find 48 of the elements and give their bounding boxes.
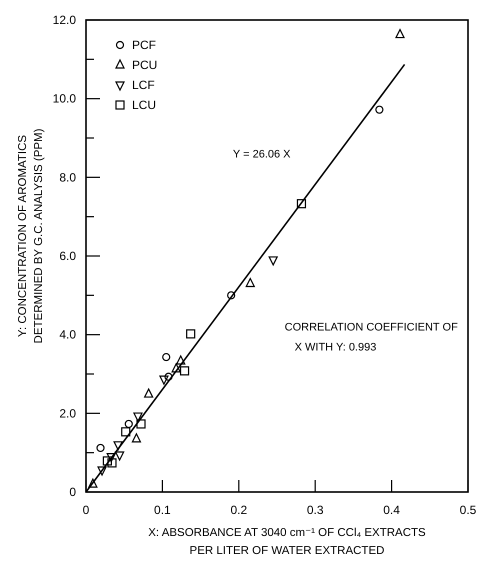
point: [133, 412, 143, 422]
point: [124, 420, 133, 428]
point: [176, 355, 186, 365]
x-tick-label: 0.4: [383, 503, 400, 517]
y-tick-label: 10.0: [52, 92, 76, 106]
point: [136, 419, 146, 429]
x-tick-label: 0.3: [306, 503, 324, 517]
point: [113, 441, 123, 450]
y-tick-label: 0: [69, 485, 76, 499]
point: [88, 478, 98, 488]
y-tick-label: 12.0: [52, 13, 76, 27]
point: [395, 28, 405, 38]
x-tick-label: 0.2: [230, 503, 248, 517]
point: [180, 366, 190, 376]
legend-label: LCF: [132, 78, 155, 92]
x-tick-label: 0: [82, 503, 90, 517]
point: [144, 388, 154, 398]
y-tick-label: 2.0: [59, 406, 76, 420]
x-tick-label: 0.1: [154, 503, 172, 517]
point: [107, 458, 117, 468]
point: [268, 256, 278, 266]
y-tick-label: 6.0: [59, 249, 76, 263]
point: [102, 456, 112, 466]
point: [227, 291, 236, 300]
point: [186, 329, 196, 338]
annotation: Y = 26.06 X: [232, 148, 292, 161]
y-tick-label: 4.0: [59, 328, 76, 342]
point: [132, 433, 142, 442]
point: [246, 278, 255, 288]
x-axis-title: X: ABSORBANCE AT 3040 cm⁻¹ OF CCl₄ EXTRACTS PER LITER OF WATER EXTRACTED: [148, 527, 426, 557]
point: [164, 372, 173, 381]
point: [115, 451, 124, 461]
annotation: CORRELATION COEFFICIENT OF: [284, 322, 458, 334]
point: [159, 376, 169, 385]
legend-label: PCU: [132, 58, 158, 72]
y-axis-title: Y: CONCENTRATION OF AROMATICS DETERMINED BY G.C. ANALYSIS (PPM): [17, 128, 45, 344]
legend-label: LCU: [132, 98, 156, 112]
point: [96, 444, 105, 452]
point: [296, 199, 306, 208]
point: [172, 363, 181, 372]
legend-label: PCF: [132, 38, 156, 52]
point: [162, 352, 170, 362]
point: [97, 466, 107, 476]
point: [121, 427, 130, 436]
x-tick-label: 0.5: [460, 503, 477, 517]
y-tick-label: 8.0: [59, 170, 76, 184]
annotation: X WITH Y: 0.993: [294, 341, 376, 354]
point: [375, 106, 384, 114]
